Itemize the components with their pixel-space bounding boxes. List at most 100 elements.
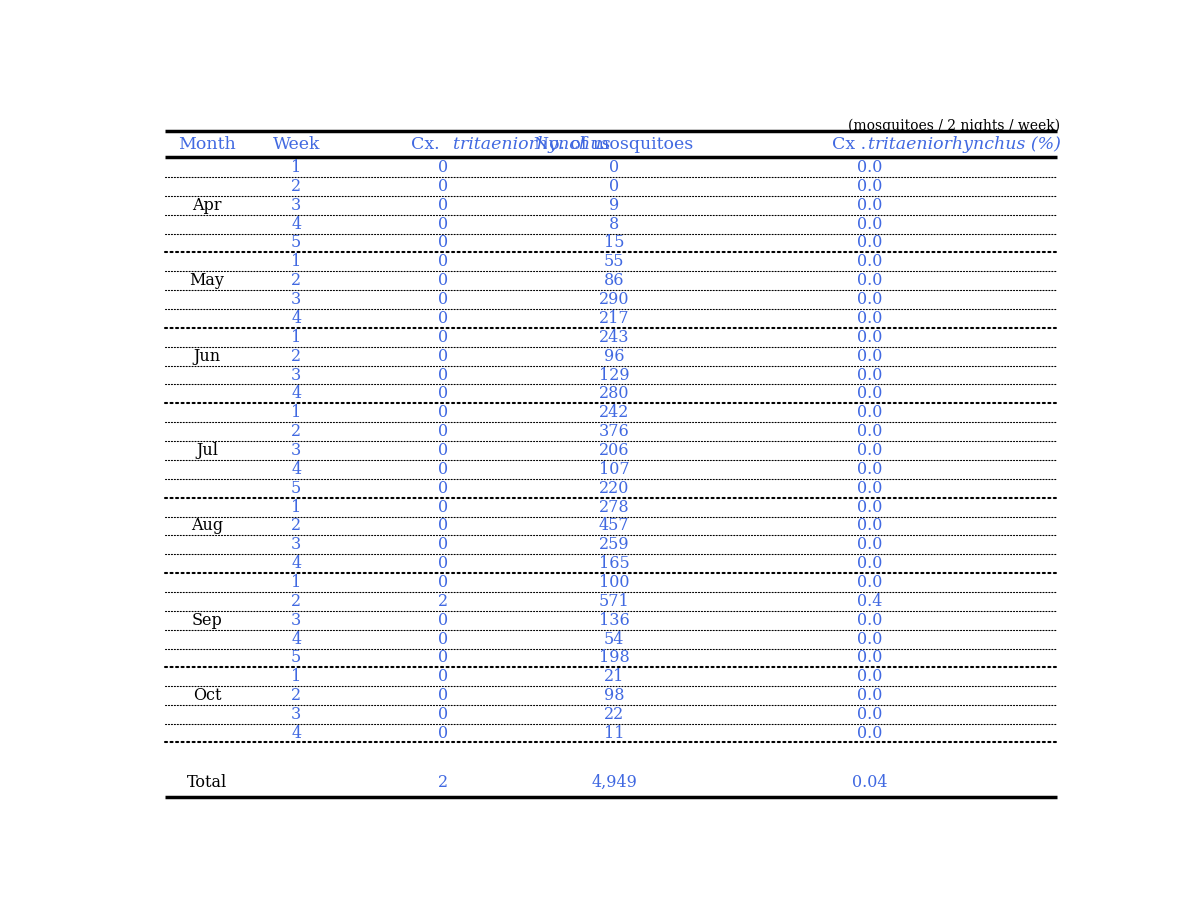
Text: 2: 2	[291, 347, 302, 365]
Text: 136: 136	[598, 612, 629, 629]
Text: 243: 243	[598, 329, 629, 345]
Text: 0.0: 0.0	[857, 216, 882, 233]
Text: 1: 1	[291, 329, 302, 345]
Text: 0: 0	[439, 498, 448, 516]
Text: 0.0: 0.0	[857, 536, 882, 554]
Text: Jun: Jun	[193, 347, 221, 365]
Text: 0: 0	[439, 649, 448, 667]
Text: 5: 5	[291, 480, 302, 496]
Text: 2: 2	[291, 178, 302, 195]
Text: 8: 8	[609, 216, 619, 233]
Text: 0: 0	[439, 404, 448, 421]
Text: 280: 280	[598, 385, 629, 402]
Text: 0: 0	[439, 235, 448, 251]
Text: 22: 22	[604, 706, 625, 723]
Text: 0: 0	[439, 423, 448, 440]
Text: 3: 3	[291, 536, 302, 554]
Text: 0.0: 0.0	[857, 291, 882, 308]
Text: 0.0: 0.0	[857, 460, 882, 478]
Text: 0.0: 0.0	[857, 178, 882, 195]
Text: 3: 3	[291, 367, 302, 383]
Text: Oct: Oct	[193, 687, 222, 705]
Text: 571: 571	[598, 593, 629, 610]
Text: 0.0: 0.0	[857, 404, 882, 421]
Text: 11: 11	[604, 725, 625, 742]
Text: 0: 0	[439, 273, 448, 289]
Text: 0.0: 0.0	[857, 498, 882, 516]
Text: Apr: Apr	[192, 197, 222, 214]
Text: 0: 0	[439, 442, 448, 459]
Text: 0: 0	[439, 706, 448, 723]
Text: 0.0: 0.0	[857, 273, 882, 289]
Text: (mosquitoes / 2 nights / week): (mosquitoes / 2 nights / week)	[848, 119, 1060, 134]
Text: 206: 206	[598, 442, 629, 459]
Text: 0.0: 0.0	[857, 423, 882, 440]
Text: Total: Total	[187, 775, 228, 791]
Text: 0.0: 0.0	[857, 669, 882, 685]
Text: 3: 3	[291, 442, 302, 459]
Text: 4: 4	[291, 310, 302, 327]
Text: tritaeniorhynchus: tritaeniorhynchus	[442, 136, 610, 153]
Text: 3: 3	[291, 706, 302, 723]
Text: 0: 0	[439, 669, 448, 685]
Text: 54: 54	[604, 631, 625, 647]
Text: 0.0: 0.0	[857, 649, 882, 667]
Text: 0.0: 0.0	[857, 367, 882, 383]
Text: 100: 100	[598, 574, 629, 591]
Text: Sep: Sep	[192, 612, 223, 629]
Text: 0.0: 0.0	[857, 480, 882, 496]
Text: 0.0: 0.0	[857, 347, 882, 365]
Text: 4: 4	[291, 460, 302, 478]
Text: 0: 0	[439, 385, 448, 402]
Text: 457: 457	[598, 518, 629, 534]
Text: Cx.: Cx.	[411, 136, 440, 153]
Text: May: May	[190, 273, 224, 289]
Text: 0.0: 0.0	[857, 442, 882, 459]
Text: 0: 0	[439, 612, 448, 629]
Text: 0.0: 0.0	[857, 725, 882, 742]
Text: 2: 2	[439, 775, 448, 791]
Text: 2: 2	[291, 593, 302, 610]
Text: 0.0: 0.0	[857, 235, 882, 251]
Text: 3: 3	[291, 612, 302, 629]
Text: Jul: Jul	[197, 442, 218, 459]
Text: 3: 3	[291, 291, 302, 308]
Text: 0: 0	[439, 329, 448, 345]
Text: 0.0: 0.0	[857, 310, 882, 327]
Text: 4: 4	[291, 631, 302, 647]
Text: 2: 2	[439, 593, 448, 610]
Text: 98: 98	[604, 687, 625, 705]
Text: 15: 15	[604, 235, 625, 251]
Text: 0.0: 0.0	[857, 555, 882, 572]
Text: 220: 220	[598, 480, 629, 496]
Text: 259: 259	[598, 536, 629, 554]
Text: 0: 0	[439, 725, 448, 742]
Text: 0: 0	[609, 159, 619, 176]
Text: 165: 165	[598, 555, 629, 572]
Text: 0.0: 0.0	[857, 574, 882, 591]
Text: 0: 0	[439, 159, 448, 176]
Text: 0.0: 0.0	[857, 631, 882, 647]
Text: 217: 217	[598, 310, 629, 327]
Text: 0.0: 0.0	[857, 253, 882, 271]
Text: 0.0: 0.0	[857, 612, 882, 629]
Text: 2: 2	[291, 423, 302, 440]
Text: 0: 0	[609, 178, 619, 195]
Text: 2: 2	[291, 687, 302, 705]
Text: 0: 0	[439, 216, 448, 233]
Text: 129: 129	[598, 367, 629, 383]
Text: 3: 3	[291, 197, 302, 214]
Text: 0.4: 0.4	[857, 593, 882, 610]
Text: 0.0: 0.0	[857, 329, 882, 345]
Text: 0: 0	[439, 253, 448, 271]
Text: 55: 55	[604, 253, 625, 271]
Text: 1: 1	[291, 253, 302, 271]
Text: 5: 5	[291, 649, 302, 667]
Text: 376: 376	[598, 423, 629, 440]
Text: 0.0: 0.0	[857, 706, 882, 723]
Text: 21: 21	[604, 669, 625, 685]
Text: 0: 0	[439, 310, 448, 327]
Text: 2: 2	[291, 518, 302, 534]
Text: 4,949: 4,949	[591, 775, 637, 791]
Text: 9: 9	[609, 197, 619, 214]
